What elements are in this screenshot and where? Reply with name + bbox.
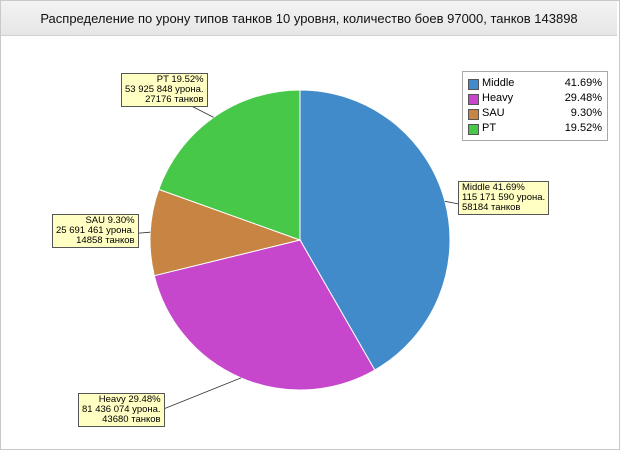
callout-pt: PT 19.52% 53 925 848 урона. 27176 танков	[121, 73, 208, 107]
legend-swatch-pt	[468, 124, 479, 135]
legend-item-sau[interactable]: SAU 9.30%	[468, 107, 602, 121]
callout-heavy-line2: 81 436 074 урона.	[82, 404, 161, 415]
legend-item-pt[interactable]: PT 19.52%	[468, 122, 602, 136]
pie-slice-pt[interactable]	[158, 89, 301, 241]
leader-line-middle	[444, 200, 460, 205]
callout-pt-line1: PT 19.52%	[156, 74, 204, 85]
callout-middle-line1: Middle 41.69%	[462, 182, 525, 193]
callout-heavy: Heavy 29.48% 81 436 074 урона. 43680 тан…	[78, 393, 165, 427]
callout-sau-line3: 14858 танков	[76, 235, 135, 246]
callout-sau: SAU 9.30% 25 691 461 урона. 14858 танков	[52, 214, 139, 248]
legend-value-pt: 19.52%	[564, 122, 602, 134]
legend-swatch-heavy	[468, 94, 479, 105]
legend-value-sau: 9.30%	[570, 107, 602, 119]
callout-pt-line2: 53 925 848 урона.	[125, 84, 204, 95]
legend-label-sau: SAU	[482, 107, 505, 119]
callout-sau-line1: SAU 9.30%	[85, 215, 135, 226]
legend-label-pt: PT	[482, 122, 497, 134]
pie-slice-sau[interactable]	[149, 188, 302, 277]
legend-swatch-sau	[468, 109, 479, 120]
callout-pt-line3: 27176 танков	[145, 94, 204, 105]
callout-middle-line3: 58184 танков	[462, 202, 521, 213]
legend-item-heavy[interactable]: Heavy 29.48%	[468, 92, 602, 106]
legend-value-heavy: 29.48%	[564, 92, 602, 104]
callout-middle: Middle 41.69% 115 171 590 урона. 58184 т…	[458, 181, 550, 215]
legend-swatch-middle	[468, 79, 479, 90]
legend-item-middle[interactable]: Middle 41.69%	[468, 77, 602, 91]
callout-middle-line2: 115 171 590 урона.	[462, 192, 546, 203]
leader-line-heavy	[155, 377, 242, 413]
pie-slice-middle[interactable]	[299, 89, 451, 371]
legend-label-heavy: Heavy	[482, 92, 514, 104]
chart-title: Распределение по урону типов танков 10 у…	[1, 1, 617, 36]
callout-heavy-line1: Heavy 29.48%	[98, 394, 161, 405]
legend: Middle 41.69% Heavy 29.48% SAU 9.30% PT …	[462, 71, 608, 141]
legend-value-middle: 41.69%	[564, 77, 602, 89]
callout-sau-line2: 25 691 461 урона.	[56, 225, 135, 236]
callout-heavy-line3: 43680 танков	[102, 414, 161, 425]
legend-label-middle: Middle	[482, 77, 515, 89]
